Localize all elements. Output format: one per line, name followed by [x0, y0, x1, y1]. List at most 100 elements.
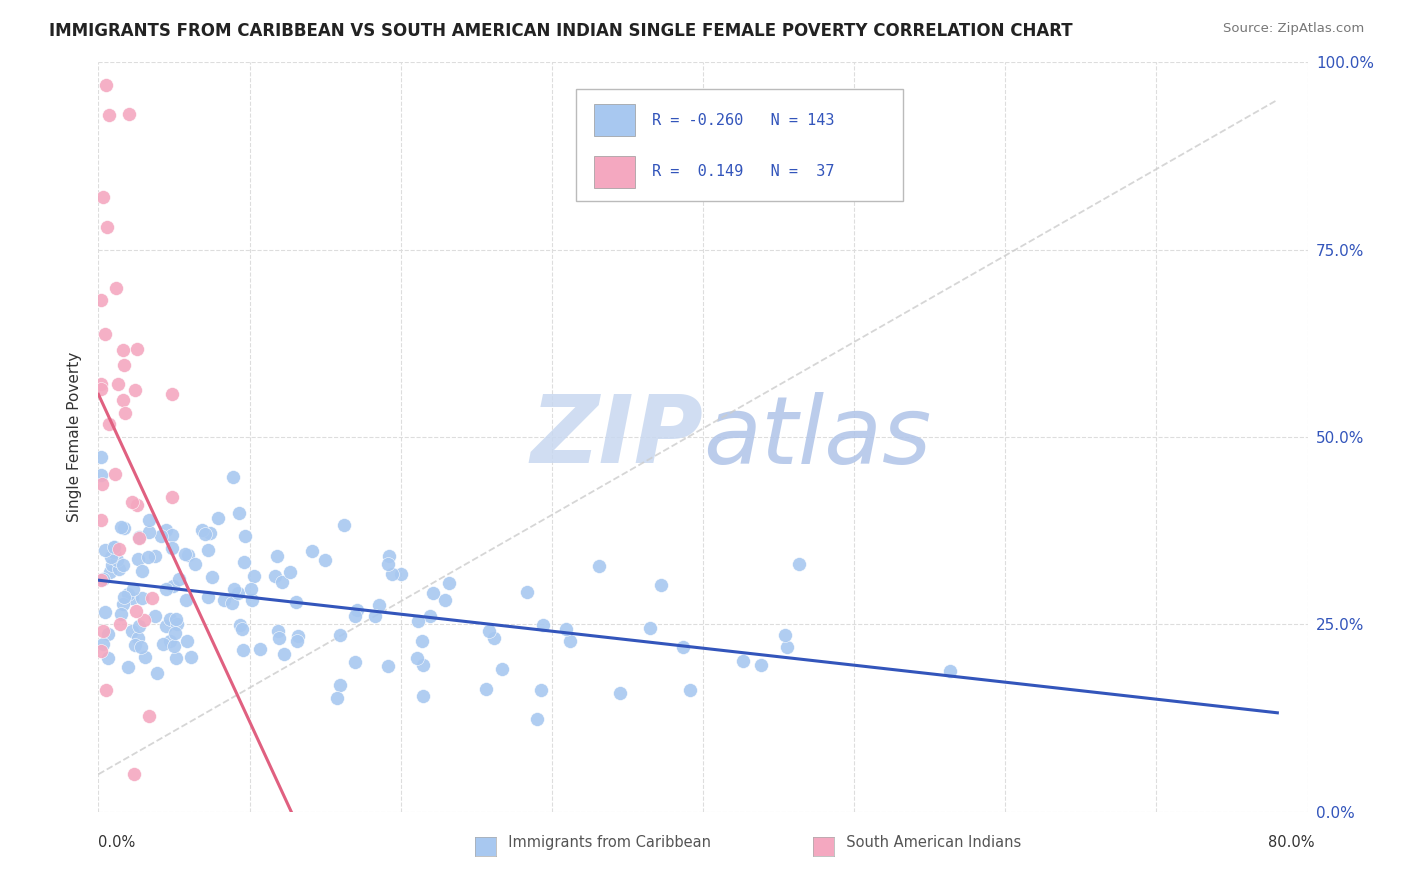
- Point: [650, 577, 672, 591]
- Point: [231, 622, 253, 636]
- Point: [165, 651, 187, 665]
- Point: [96, 627, 118, 641]
- Point: [197, 590, 219, 604]
- Point: [184, 557, 207, 571]
- Point: [122, 767, 145, 781]
- Point: [609, 686, 631, 700]
- Point: [229, 617, 252, 632]
- Point: [149, 529, 172, 543]
- Point: [98, 108, 121, 122]
- Point: [174, 547, 197, 561]
- Text: South American Indians: South American Indians: [837, 836, 1021, 850]
- Point: [207, 511, 229, 525]
- Point: [222, 582, 245, 597]
- Point: [160, 528, 183, 542]
- Point: [111, 393, 134, 408]
- Point: [301, 544, 323, 558]
- Point: [526, 712, 548, 726]
- Point: [136, 550, 159, 565]
- Point: [90, 467, 112, 482]
- Text: IMMIGRANTS FROM CARIBBEAN VS SOUTH AMERICAN INDIAN SINGLE FEMALE POVERTY CORRELA: IMMIGRANTS FROM CARIBBEAN VS SOUTH AMERI…: [49, 22, 1073, 40]
- Text: 0.0%: 0.0%: [98, 836, 135, 850]
- Point: [100, 549, 122, 564]
- Point: [107, 377, 129, 392]
- Point: [141, 591, 163, 606]
- Point: [588, 558, 610, 573]
- Point: [408, 615, 430, 629]
- Point: [377, 557, 399, 571]
- Point: [90, 450, 112, 465]
- Point: [138, 513, 160, 527]
- Point: [478, 624, 501, 638]
- Point: [939, 665, 962, 679]
- Point: [155, 618, 177, 632]
- Point: [273, 647, 295, 661]
- Point: [169, 572, 191, 586]
- Point: [124, 605, 146, 619]
- Point: [412, 657, 434, 672]
- Point: [160, 541, 183, 555]
- Y-axis label: Single Female Poverty: Single Female Poverty: [67, 352, 83, 522]
- Point: [121, 495, 143, 509]
- Point: [94, 78, 117, 92]
- Point: [491, 662, 513, 676]
- Point: [100, 558, 122, 572]
- Point: [98, 417, 121, 431]
- Point: [243, 569, 266, 583]
- Point: [110, 520, 132, 534]
- Point: [145, 608, 167, 623]
- Point: [91, 624, 114, 638]
- Point: [212, 593, 235, 607]
- Point: [558, 634, 581, 648]
- Point: [314, 552, 336, 566]
- Text: R =  0.149   N =  37: R = 0.149 N = 37: [652, 164, 835, 179]
- Point: [364, 608, 387, 623]
- Text: Source: ZipAtlas.com: Source: ZipAtlas.com: [1223, 22, 1364, 36]
- Point: [419, 608, 441, 623]
- Point: [90, 382, 112, 396]
- Point: [98, 565, 121, 579]
- Point: [201, 570, 224, 584]
- Text: ZIP: ZIP: [530, 391, 703, 483]
- Point: [191, 524, 214, 538]
- Point: [271, 575, 294, 590]
- Point: [733, 654, 755, 668]
- Point: [333, 517, 356, 532]
- Point: [93, 543, 115, 558]
- Point: [122, 582, 145, 596]
- Point: [239, 582, 262, 596]
- Point: [111, 343, 134, 358]
- Point: [103, 545, 125, 559]
- Point: [344, 655, 367, 669]
- Point: [128, 531, 150, 545]
- Point: [162, 578, 184, 592]
- Point: [638, 621, 661, 635]
- Point: [776, 640, 799, 655]
- Point: [152, 637, 174, 651]
- Point: [90, 573, 112, 587]
- Point: [117, 587, 139, 601]
- Text: Immigrants from Caribbean: Immigrants from Caribbean: [499, 836, 711, 850]
- Point: [434, 593, 457, 607]
- Point: [474, 681, 496, 696]
- Point: [93, 637, 115, 651]
- Point: [160, 491, 183, 505]
- Point: [118, 107, 141, 121]
- Point: [114, 406, 136, 420]
- Point: [91, 190, 114, 204]
- Point: [90, 513, 112, 527]
- Point: [232, 643, 254, 657]
- Point: [162, 640, 184, 654]
- Point: [346, 602, 368, 616]
- Point: [672, 640, 695, 655]
- Point: [287, 629, 309, 643]
- Point: [127, 631, 149, 645]
- Point: [155, 523, 177, 537]
- Point: [125, 498, 148, 512]
- Point: [90, 293, 112, 307]
- FancyBboxPatch shape: [595, 156, 636, 187]
- Point: [329, 628, 352, 642]
- Point: [129, 640, 152, 654]
- Point: [482, 631, 505, 645]
- Point: [228, 506, 250, 520]
